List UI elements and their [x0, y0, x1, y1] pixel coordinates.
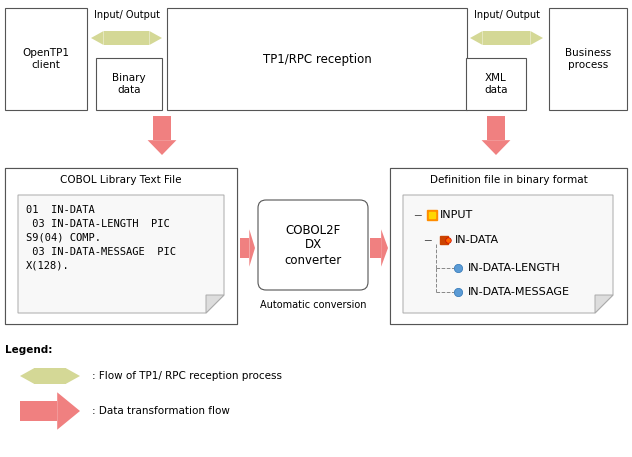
Text: Automatic conversion: Automatic conversion — [260, 300, 367, 310]
Text: IN-DATA-LENGTH: IN-DATA-LENGTH — [468, 263, 561, 273]
Bar — [390, 168, 627, 324]
Polygon shape — [18, 195, 224, 313]
Bar — [167, 8, 467, 110]
Bar — [240, 238, 249, 258]
Text: Binary
data: Binary data — [112, 73, 146, 95]
Bar — [5, 168, 237, 324]
Bar — [5, 8, 87, 110]
Polygon shape — [206, 295, 224, 313]
Polygon shape — [381, 229, 388, 267]
Text: OpenTP1
client: OpenTP1 client — [23, 48, 70, 70]
Text: Legend:: Legend: — [5, 345, 52, 355]
Polygon shape — [91, 31, 104, 45]
Polygon shape — [20, 368, 34, 384]
Text: Definition file in binary format: Definition file in binary format — [430, 175, 587, 185]
Text: : Data transformation flow: : Data transformation flow — [92, 406, 230, 416]
Bar — [483, 31, 530, 45]
Bar — [153, 116, 171, 140]
Polygon shape — [249, 229, 255, 267]
Text: TP1/RPC reception: TP1/RPC reception — [263, 53, 372, 65]
Text: IN-DATA: IN-DATA — [455, 235, 499, 245]
Text: INPUT: INPUT — [440, 210, 473, 220]
Text: ─: ─ — [424, 235, 431, 245]
Text: COBOL Library Text File: COBOL Library Text File — [60, 175, 182, 185]
Bar — [549, 8, 627, 110]
Bar — [104, 31, 149, 45]
Text: Business
process: Business process — [565, 48, 611, 70]
Text: IN-DATA-MESSAGE: IN-DATA-MESSAGE — [468, 287, 570, 297]
Bar — [34, 368, 66, 384]
Polygon shape — [482, 140, 511, 155]
Polygon shape — [403, 195, 613, 313]
Polygon shape — [530, 31, 543, 45]
Text: COBOL2F
DX
converter: COBOL2F DX converter — [284, 223, 342, 266]
Bar — [370, 238, 381, 258]
Bar — [20, 401, 58, 421]
Text: Input/ Output: Input/ Output — [473, 10, 540, 20]
Text: XML
data: XML data — [484, 73, 507, 95]
Text: ─: ─ — [414, 210, 421, 220]
Bar — [390, 168, 627, 324]
Polygon shape — [148, 140, 176, 155]
Bar — [487, 116, 505, 140]
Text: Input/ Output: Input/ Output — [94, 10, 159, 20]
FancyBboxPatch shape — [258, 200, 368, 290]
Polygon shape — [58, 392, 80, 430]
Bar — [466, 58, 526, 110]
Text: 01  IN-DATA
 03 IN-DATA-LENGTH  PIC
S9(04) COMP.
 03 IN-DATA-MESSAGE  PIC
X(128): 01 IN-DATA 03 IN-DATA-LENGTH PIC S9(04) … — [26, 205, 176, 271]
Polygon shape — [595, 295, 613, 313]
Bar — [96, 58, 162, 110]
Polygon shape — [149, 31, 162, 45]
Polygon shape — [66, 368, 80, 384]
Text: : Flow of TP1/ RPC reception process: : Flow of TP1/ RPC reception process — [92, 371, 282, 381]
Bar — [5, 168, 237, 324]
Polygon shape — [470, 31, 483, 45]
